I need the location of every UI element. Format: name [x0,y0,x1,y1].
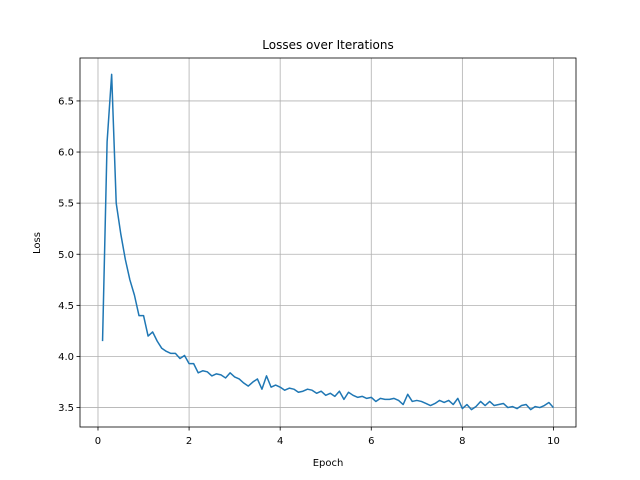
x-tick-label: 6 [368,436,374,447]
x-tick-label: 4 [277,436,283,447]
chart-title: Losses over Iterations [262,38,394,52]
y-tick-label: 6.5 [58,96,74,107]
x-tick-label: 0 [95,436,101,447]
y-tick-label: 5.0 [58,250,74,261]
x-tick-label: 10 [547,436,560,447]
y-tick-label: 5.5 [58,199,74,210]
y-axis-label: Loss [32,232,43,254]
x-tick-label: 2 [186,436,192,447]
y-tick-label: 4.0 [58,352,74,363]
plot-frame [79,57,577,428]
y-tick-label: 3.5 [58,403,74,414]
x-tick-label: 8 [459,436,465,447]
x-axis-label: Epoch [313,458,344,469]
y-tick-label: 4.5 [58,301,74,312]
y-tick-label: 6.0 [58,148,74,159]
loss-line [101,73,555,411]
